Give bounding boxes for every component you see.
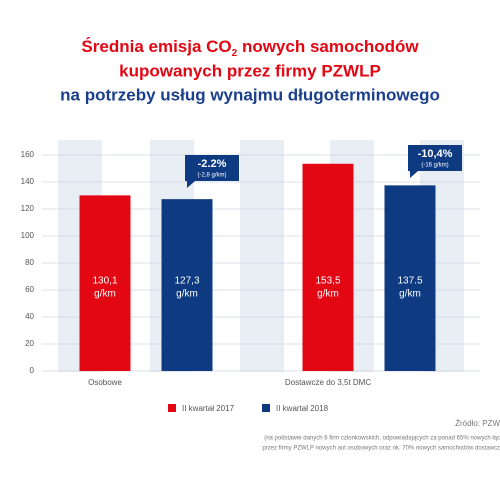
y-tick-label: 80 bbox=[25, 258, 34, 267]
title-part: Średnia emisja CO bbox=[81, 37, 231, 56]
y-tick-label: 40 bbox=[25, 312, 34, 321]
x-tick-label: Osobowe bbox=[88, 378, 122, 387]
bar bbox=[79, 195, 131, 371]
value-label: 137.5 bbox=[397, 276, 422, 287]
value-label: 127,3 bbox=[174, 276, 199, 287]
source-text: (na podstawie danych 6 firm członkowskic… bbox=[264, 436, 500, 442]
callout-text: -10,4% bbox=[418, 148, 453, 160]
chart-title: kupowanych przez firmy PZWLP bbox=[119, 61, 381, 80]
title-part: nowych samochodów bbox=[237, 37, 419, 56]
value-label: 130,1 bbox=[92, 276, 117, 287]
value-unit: g/km bbox=[317, 289, 339, 300]
y-tick-label: 120 bbox=[21, 204, 35, 213]
bar bbox=[384, 185, 436, 371]
y-tick-label: 60 bbox=[25, 285, 34, 294]
source-text: przez firmy PZWLP nowych aut osobowych o… bbox=[262, 446, 500, 452]
value-unit: g/km bbox=[399, 289, 421, 300]
y-tick-label: 140 bbox=[21, 177, 35, 186]
y-tick-label: 100 bbox=[21, 231, 35, 240]
value-unit: g/km bbox=[176, 289, 198, 300]
callout-subtext: (-16 g/km) bbox=[421, 163, 448, 169]
y-tick-label: 160 bbox=[21, 150, 35, 159]
chart-subtitle: na potrzeby usług wynajmu długoterminowe… bbox=[60, 85, 440, 104]
bar bbox=[302, 163, 354, 371]
x-tick-label: Dostawcze do 3,5t DMC bbox=[285, 378, 371, 387]
value-label: 153,5 bbox=[315, 276, 340, 287]
legend-label: II kwartał 2017 bbox=[182, 404, 235, 413]
chart-title: Średnia emisja CO2 nowych samochodów bbox=[81, 37, 419, 58]
stripe bbox=[240, 140, 284, 372]
bar bbox=[161, 199, 213, 371]
y-tick-label: 20 bbox=[25, 339, 34, 348]
value-unit: g/km bbox=[94, 289, 116, 300]
source-text: Źródło: PZW bbox=[455, 419, 500, 428]
callout-subtext: (-2,8 g/km) bbox=[197, 173, 226, 179]
callout-box bbox=[185, 155, 239, 188]
legend-label: II kwartał 2018 bbox=[276, 404, 329, 413]
legend-swatch bbox=[262, 404, 270, 412]
y-tick-label: 0 bbox=[30, 366, 35, 375]
callout-box bbox=[408, 145, 462, 178]
legend-swatch bbox=[168, 404, 176, 412]
title-subscript: 2 bbox=[232, 48, 238, 59]
callout-text: -2.2% bbox=[198, 158, 227, 170]
